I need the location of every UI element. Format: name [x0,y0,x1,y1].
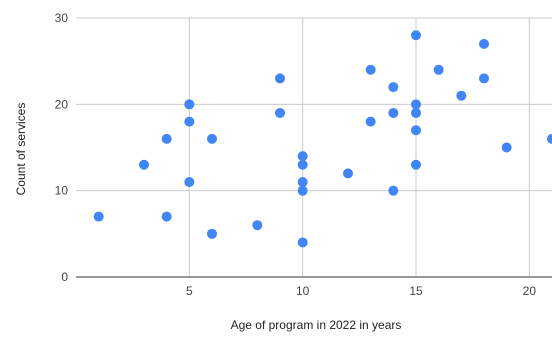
data-point [275,73,285,84]
y-tick-label: 0 [61,270,68,284]
data-point [388,185,399,196]
data-point [388,82,399,93]
data-point [411,30,421,41]
y-tick-label: 20 [55,97,69,111]
data-point [411,159,421,170]
y-tick-label: 10 [55,184,69,198]
data-point [297,151,308,162]
data-point [365,64,376,75]
data-point [184,116,195,127]
data-point [456,90,467,101]
data-point [411,99,421,110]
data-point [411,107,421,118]
data-point [161,133,172,144]
data-point [297,159,308,170]
data-point [275,107,285,118]
data-point [411,125,421,136]
data-point [388,107,399,118]
data-point [297,177,308,188]
data-point [207,228,217,239]
point-layer [93,30,552,248]
data-point [207,133,217,144]
tick-label-layer: 0 10 20 30 5 10 15 20 [55,11,537,298]
data-point [501,142,512,153]
data-point [252,220,263,231]
x-tick-label: 20 [523,284,537,298]
data-point [365,116,376,127]
x-tick-label: 10 [296,284,310,298]
data-point [479,38,489,49]
data-point [93,211,104,222]
x-axis-title: Age of program in 2022 in years [231,318,402,332]
y-axis-title: Count of services [14,103,28,196]
grid-layer [76,17,552,277]
data-point [547,133,552,144]
data-point [184,177,195,188]
y-tick-label: 30 [55,11,69,25]
data-point [161,211,172,222]
data-point [433,64,444,75]
data-point [297,237,308,248]
x-tick-label: 15 [409,284,423,298]
data-point [479,73,489,84]
data-point [184,99,195,110]
data-point [297,185,308,196]
x-tick-label: 5 [186,284,193,298]
data-point [343,168,353,179]
data-point [139,159,149,170]
